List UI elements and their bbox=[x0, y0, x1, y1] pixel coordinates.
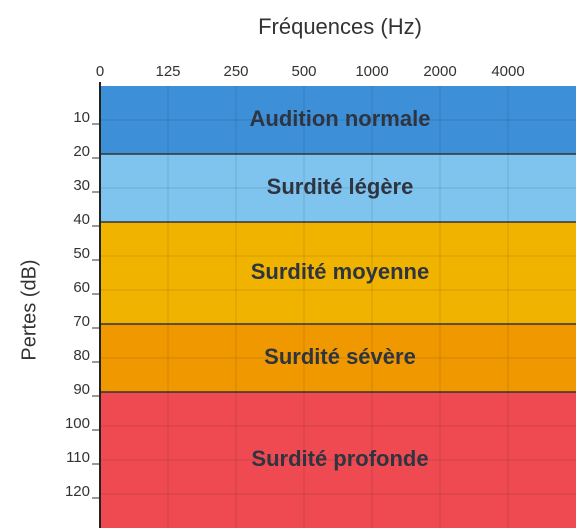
band bbox=[100, 154, 576, 222]
y-tick-label: 80 bbox=[73, 347, 90, 364]
band-label: Surdité légère bbox=[267, 174, 414, 199]
y-tick-label: 30 bbox=[73, 177, 90, 194]
y-tick-label: 20 bbox=[73, 143, 90, 160]
x-tick-label: 250 bbox=[223, 63, 248, 80]
y-tick-label: 60 bbox=[73, 279, 90, 296]
x-tick-label: 2000 bbox=[423, 63, 456, 80]
x-tick-label: 4000 bbox=[491, 63, 524, 80]
y-tick-label: 50 bbox=[73, 245, 90, 262]
y-tick-label: 10 bbox=[73, 109, 90, 126]
band-label: Surdité profonde bbox=[251, 446, 428, 471]
x-tick-label: 500 bbox=[291, 63, 316, 80]
y-tick-label: 90 bbox=[73, 381, 90, 398]
x-tick-label: 0 bbox=[96, 63, 104, 80]
x-tick-label: 125 bbox=[155, 63, 180, 80]
y-tick-label: 70 bbox=[73, 313, 90, 330]
band-label: Surdité sévère bbox=[264, 344, 416, 369]
band bbox=[100, 324, 576, 392]
y-tick-label: 120 bbox=[65, 483, 90, 500]
x-tick-label: 1000 bbox=[355, 63, 388, 80]
chart-title: Fréquences (Hz) bbox=[258, 14, 422, 39]
y-tick-label: 40 bbox=[73, 211, 90, 228]
band-label: Surdité moyenne bbox=[251, 259, 429, 284]
band bbox=[100, 222, 576, 324]
y-tick-label: 100 bbox=[65, 415, 90, 432]
band bbox=[100, 392, 576, 528]
y-tick-label: 110 bbox=[66, 449, 90, 466]
band bbox=[100, 86, 576, 154]
band-label: Audition normale bbox=[250, 106, 431, 131]
y-axis-label: Pertes (dB) bbox=[18, 259, 40, 360]
